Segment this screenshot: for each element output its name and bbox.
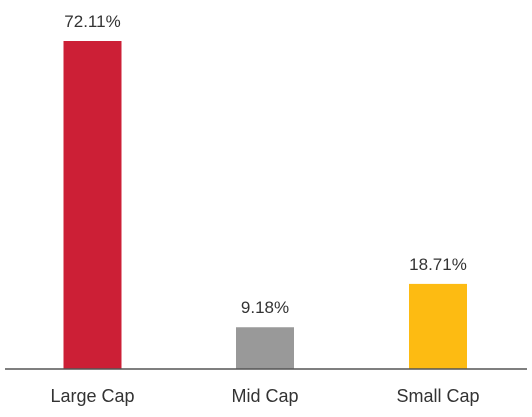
bars-group (63, 41, 467, 369)
data-label-mid-cap: 9.18% (241, 298, 289, 317)
bar-mid-cap (236, 327, 294, 369)
bar-small-cap (409, 283, 467, 369)
x-tick-labels-group: Large Cap Mid Cap Small Cap (50, 386, 479, 406)
data-label-small-cap: 18.71% (409, 255, 467, 274)
bar-large-cap (63, 41, 122, 369)
value-labels-group: 72.11% 9.18% 18.71% (64, 12, 467, 317)
x-tick-label-large-cap: Large Cap (50, 386, 134, 406)
data-label-large-cap: 72.11% (64, 12, 120, 31)
x-tick-label-small-cap: Small Cap (396, 386, 479, 406)
x-tick-label-mid-cap: Mid Cap (231, 386, 298, 406)
